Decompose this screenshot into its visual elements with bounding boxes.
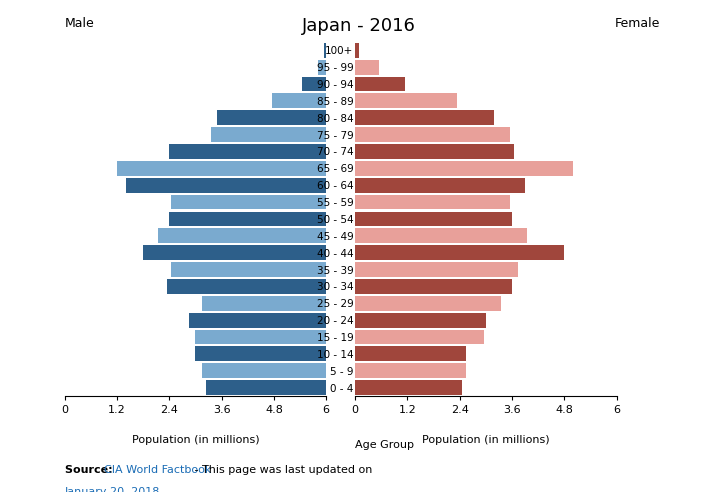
Bar bbox=[272, 93, 326, 108]
Bar bbox=[217, 110, 326, 125]
Bar bbox=[171, 195, 326, 210]
Text: CIA World Factbook: CIA World Factbook bbox=[103, 465, 211, 475]
Bar bbox=[355, 228, 527, 243]
Bar bbox=[355, 245, 564, 260]
Bar bbox=[303, 77, 326, 92]
Bar bbox=[355, 195, 510, 210]
Bar bbox=[195, 330, 326, 344]
Text: Male: Male bbox=[65, 17, 94, 30]
Bar bbox=[355, 262, 518, 277]
Bar bbox=[355, 43, 359, 58]
Bar bbox=[355, 77, 405, 92]
Bar bbox=[355, 93, 457, 108]
Bar bbox=[355, 127, 510, 142]
Bar bbox=[189, 313, 326, 328]
Bar bbox=[355, 178, 525, 193]
Bar bbox=[202, 296, 326, 311]
Bar bbox=[355, 144, 514, 159]
Bar bbox=[202, 363, 326, 378]
Bar bbox=[117, 161, 326, 176]
Text: Japan - 2016: Japan - 2016 bbox=[302, 17, 415, 35]
Bar bbox=[143, 245, 326, 260]
Bar bbox=[158, 228, 326, 243]
Bar bbox=[355, 346, 466, 361]
Bar bbox=[167, 279, 326, 294]
Bar bbox=[355, 212, 512, 226]
X-axis label: Population (in millions): Population (in millions) bbox=[422, 434, 549, 445]
Bar bbox=[324, 43, 326, 58]
Bar bbox=[169, 144, 326, 159]
Bar bbox=[355, 363, 466, 378]
Bar bbox=[355, 296, 501, 311]
Bar bbox=[355, 60, 379, 75]
Bar bbox=[355, 380, 462, 395]
Bar bbox=[169, 212, 326, 226]
Bar bbox=[125, 178, 326, 193]
Bar bbox=[355, 279, 512, 294]
Text: - This page was last updated on: - This page was last updated on bbox=[191, 465, 373, 475]
Bar bbox=[171, 262, 326, 277]
Bar bbox=[355, 313, 486, 328]
Text: Female: Female bbox=[614, 17, 660, 30]
Text: Source:: Source: bbox=[65, 465, 116, 475]
X-axis label: Population (in millions): Population (in millions) bbox=[132, 434, 259, 445]
Text: Age Group: Age Group bbox=[355, 440, 414, 450]
Bar bbox=[195, 346, 326, 361]
Bar bbox=[355, 161, 573, 176]
Bar bbox=[355, 330, 483, 344]
Bar bbox=[206, 380, 326, 395]
Bar bbox=[318, 60, 326, 75]
Bar bbox=[211, 127, 326, 142]
Text: January 20, 2018: January 20, 2018 bbox=[65, 487, 160, 492]
Bar bbox=[355, 110, 495, 125]
